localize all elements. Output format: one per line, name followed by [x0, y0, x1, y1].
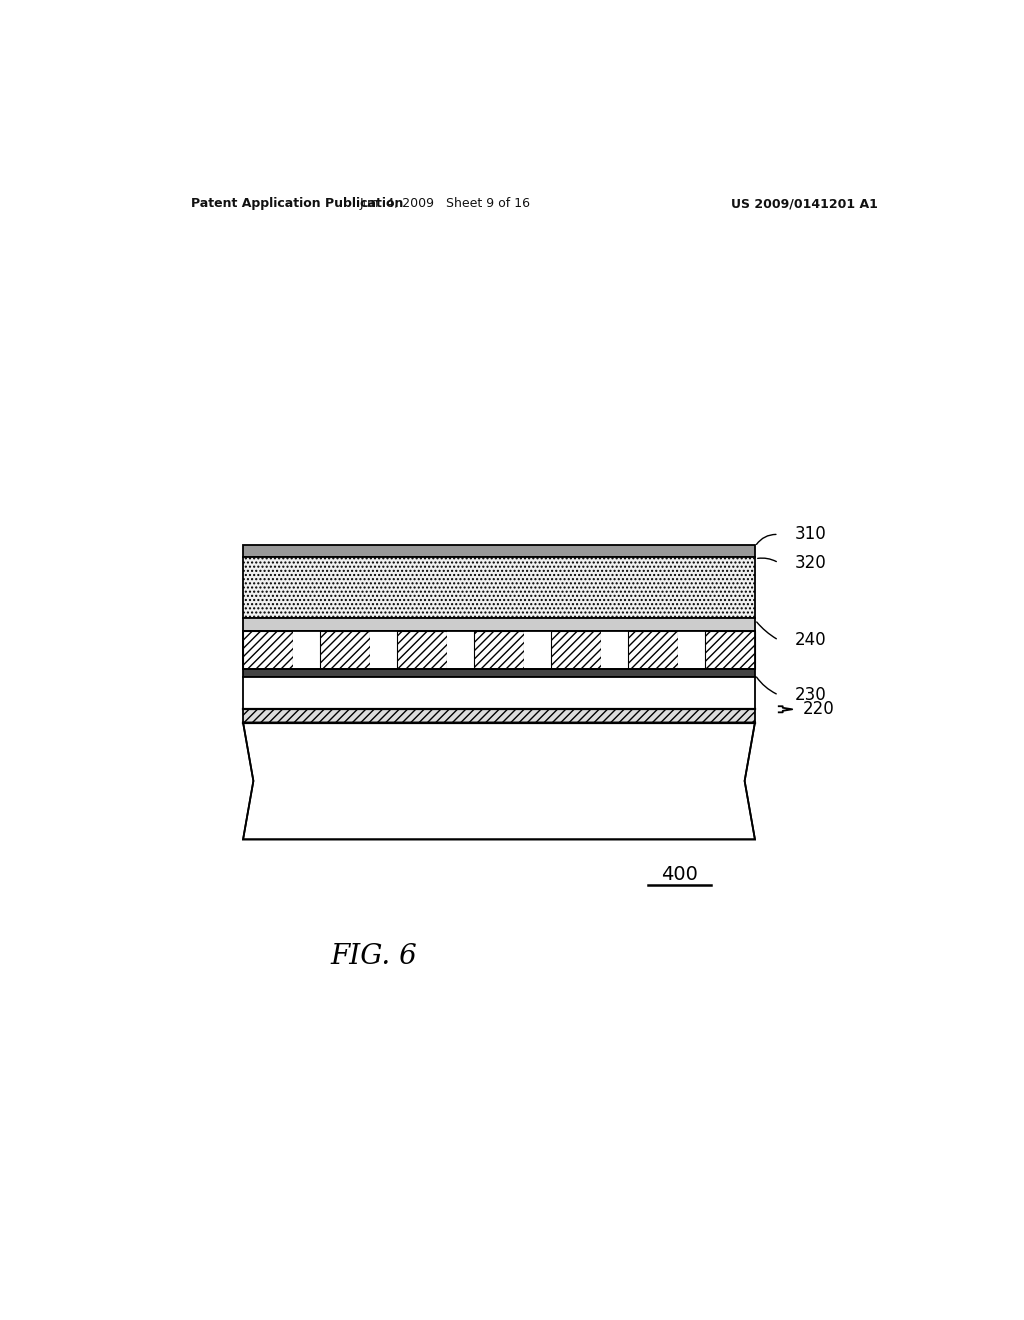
Bar — [678, 631, 706, 669]
Text: 220: 220 — [803, 701, 835, 718]
Bar — [446, 631, 474, 669]
Bar — [551, 631, 601, 669]
Bar — [397, 631, 446, 669]
Text: Jun. 4, 2009   Sheet 9 of 16: Jun. 4, 2009 Sheet 9 of 16 — [360, 197, 530, 210]
Text: 320: 320 — [795, 554, 826, 572]
Bar — [706, 631, 755, 669]
Text: 240: 240 — [795, 631, 826, 649]
Bar — [243, 669, 755, 677]
Bar — [243, 631, 293, 669]
Text: FIG. 6: FIG. 6 — [331, 942, 418, 970]
Bar — [243, 709, 755, 722]
Bar — [524, 631, 551, 669]
Bar — [601, 631, 628, 669]
Text: Patent Application Publication: Patent Application Publication — [191, 197, 403, 210]
Bar — [321, 631, 370, 669]
Text: 230: 230 — [795, 686, 826, 704]
Bar — [370, 631, 397, 669]
Bar — [243, 545, 755, 557]
Text: US 2009/0141201 A1: US 2009/0141201 A1 — [731, 197, 878, 210]
Bar — [243, 631, 755, 669]
Bar — [243, 677, 755, 709]
Bar — [243, 557, 755, 618]
Text: 400: 400 — [662, 866, 698, 884]
Bar — [243, 618, 755, 631]
Text: 310: 310 — [795, 525, 826, 544]
Bar — [628, 631, 678, 669]
Bar — [243, 631, 755, 669]
Bar — [474, 631, 524, 669]
Polygon shape — [243, 722, 755, 840]
Bar — [293, 631, 321, 669]
